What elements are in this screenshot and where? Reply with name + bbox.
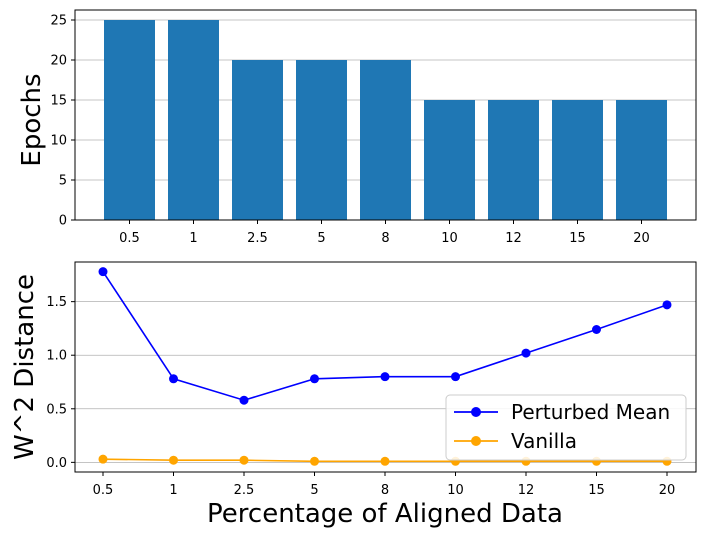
y-tick-label: 0.0 xyxy=(46,456,67,471)
x-tick-label: 15 xyxy=(569,231,586,246)
x-tick-label: 20 xyxy=(659,483,676,498)
point-vanilla-1 xyxy=(169,455,178,465)
bar-1 xyxy=(168,20,219,220)
y-tick-label: 0 xyxy=(59,214,67,229)
x-tick-label: 8 xyxy=(381,231,389,246)
y-axis-label-epochs: Epochs xyxy=(17,73,47,166)
y-tick-label: 1.0 xyxy=(46,349,67,364)
y-tick-label: 0.5 xyxy=(46,402,67,417)
point-perturbed-mean-10 xyxy=(451,372,460,382)
y-tick-label: 15 xyxy=(50,94,67,109)
x-tick-label: 1 xyxy=(189,231,197,246)
point-perturbed-mean-1 xyxy=(169,374,178,384)
x-tick-label: 10 xyxy=(441,231,458,246)
x-tick-label: 20 xyxy=(633,231,650,246)
y-tick-label: 1.5 xyxy=(46,295,67,310)
bar-2.5 xyxy=(232,60,283,220)
point-perturbed-mean-20 xyxy=(662,300,672,310)
point-perturbed-mean-8 xyxy=(380,372,390,382)
bar-12 xyxy=(488,100,539,220)
legend-label: Perturbed Mean xyxy=(511,400,670,424)
point-perturbed-mean-2.5 xyxy=(239,395,249,405)
x-tick-label: 1 xyxy=(169,483,177,498)
legend-swatch-marker xyxy=(471,436,481,446)
point-perturbed-mean-12 xyxy=(521,348,531,358)
point-vanilla-2.5 xyxy=(239,455,249,465)
bar-20 xyxy=(616,100,667,220)
y-axis-label-w2-distance: W^2 Distance xyxy=(10,274,40,460)
y-tick-label: 25 xyxy=(50,14,67,29)
point-perturbed-mean-0.5 xyxy=(98,267,108,277)
bar-0.5 xyxy=(104,20,155,220)
bar-10 xyxy=(424,100,475,220)
y-tick-label: 10 xyxy=(50,134,67,149)
legend-box xyxy=(445,394,687,461)
bar-chart-epochs: 0 5 10 15 20 25 0.5 1 2.5 5 8 10 12 15 20 xyxy=(50,9,697,246)
legend-label: Vanilla xyxy=(511,429,577,453)
x-tick-label: 8 xyxy=(381,483,389,498)
point-vanilla-8 xyxy=(380,456,390,466)
point-perturbed-mean-15 xyxy=(592,325,601,334)
point-vanilla-5 xyxy=(310,456,319,466)
x-tick-label: 12 xyxy=(505,231,522,246)
bar-5 xyxy=(296,60,347,220)
x-tick-label: 5 xyxy=(317,231,325,246)
legend-swatch-marker xyxy=(471,407,481,417)
line-chart-w2-distance: 0.0 0.5 1.0 1.5 0.5 1 2.5 5 8 10 12 15 20 Perturbed M… xyxy=(46,261,697,498)
bar-15 xyxy=(552,100,603,220)
x-tick-label: 10 xyxy=(447,483,464,498)
x-tick-label: 0.5 xyxy=(119,231,140,246)
x-tick-label: 12 xyxy=(518,483,535,498)
x-tick-label: 15 xyxy=(588,483,605,498)
y-tick-label: 20 xyxy=(50,54,67,69)
point-perturbed-mean-5 xyxy=(310,374,319,384)
point-vanilla-0.5 xyxy=(98,454,108,464)
x-axis-label: Percentage of Aligned Data xyxy=(207,499,563,529)
x-tick-label: 5 xyxy=(310,483,318,498)
y-tick-label: 5 xyxy=(59,174,67,189)
legend: Perturbed Mean Vanilla xyxy=(445,394,687,461)
x-tick-label: 2.5 xyxy=(234,483,255,498)
x-tick-label: 0.5 xyxy=(93,483,114,498)
x-tick-label: 2.5 xyxy=(247,231,268,246)
bar-8 xyxy=(360,60,411,220)
